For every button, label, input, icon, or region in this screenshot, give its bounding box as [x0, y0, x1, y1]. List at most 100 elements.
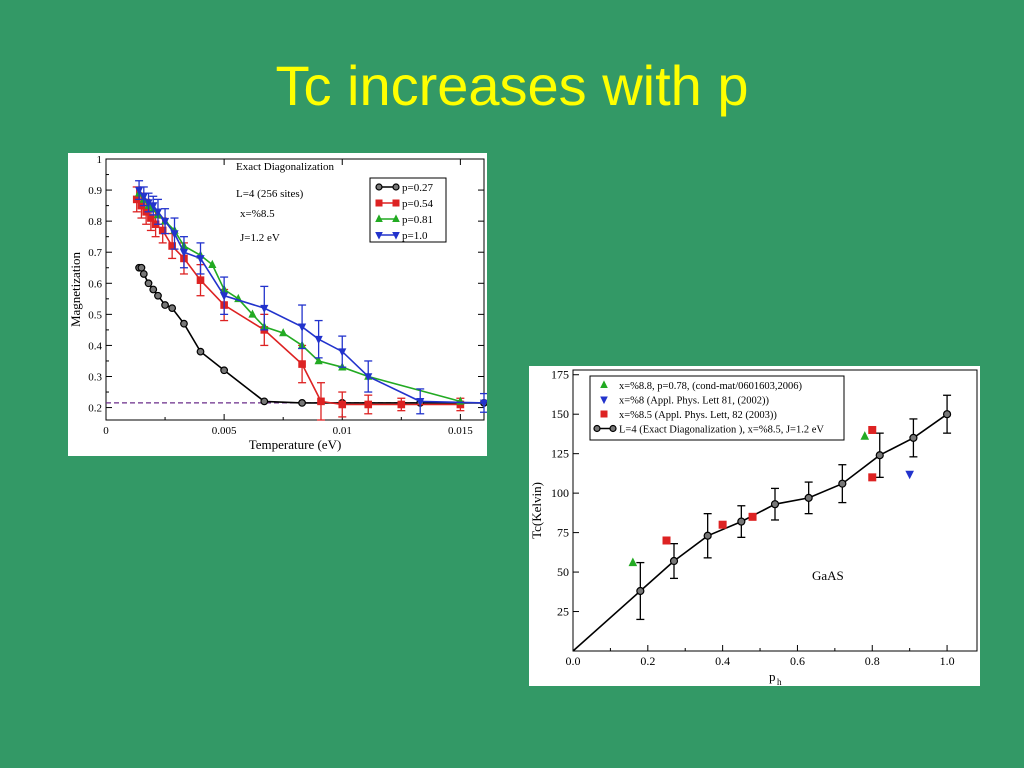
y-tick-label: 0.6: [88, 278, 102, 290]
data-point: [942, 410, 952, 419]
data-point: [279, 328, 288, 337]
y-tick-label: 0.9: [88, 185, 102, 197]
legend-marker: [600, 380, 608, 388]
data-point: [397, 400, 406, 409]
y-tick-label: 0.4: [88, 340, 102, 352]
data-point: [260, 397, 269, 406]
y-tick-label: 100: [551, 486, 569, 500]
x-tick-label: 0.2: [640, 654, 655, 668]
x-tick-label: 1.0: [940, 654, 955, 668]
data-point: [196, 276, 205, 284]
data-point: [170, 230, 179, 239]
x-axis-label: Temperature (eV): [249, 437, 342, 452]
x-tick-label: 0.0: [566, 654, 581, 668]
legend-label: x=%8 (Appl. Phys. Lett 81, (2002)): [619, 396, 769, 407]
data-point: [905, 470, 914, 480]
y-tick-label: 125: [551, 447, 569, 461]
chart-title: Exact Diagonalization: [236, 161, 335, 173]
magnetization-chart-panel: 0 0.005 0.01 0.015 0.2 0.3 0.4 0.5 0.6 0.7 0.8 0.9 1…: [68, 153, 489, 456]
legend-marker: [375, 214, 383, 222]
legend-marker: [392, 214, 400, 222]
slide-title: Tc increases with p: [275, 54, 749, 117]
y-axis-label: Magnetization: [68, 251, 83, 327]
data-point: [737, 517, 746, 526]
data-point: [298, 399, 306, 407]
data-point: [875, 451, 884, 460]
y-tick-label: 0.7: [88, 247, 102, 259]
legend-marker: [600, 396, 608, 405]
data-point: [868, 425, 877, 434]
legend-label: p=1.0: [402, 230, 428, 242]
legend-box: [589, 375, 845, 441]
data-point: [153, 208, 163, 217]
y-tick-label: 25: [557, 605, 569, 619]
data-point: [248, 309, 257, 318]
legend-label: x=%8.8, p=0.78, (cond-mat/0601603,2006): [619, 381, 803, 392]
data-point: [161, 301, 169, 309]
data-point: [703, 531, 712, 540]
y-tick-label: 1: [97, 154, 103, 166]
legend-marker: [392, 183, 400, 191]
data-point: [338, 348, 347, 357]
y-tick-label: 175: [551, 368, 569, 382]
legend-marker: [375, 232, 383, 240]
x-axis-label: p: [769, 669, 776, 684]
chart-legend: x=%8.8, p=0.78, (cond-mat/0601603,2006) x…: [589, 375, 845, 441]
data-point: [149, 285, 158, 294]
data-point: [718, 520, 727, 529]
plot-frame: [105, 158, 485, 421]
plot-frame: [572, 369, 978, 652]
data-point: [144, 279, 153, 288]
data-point: [770, 500, 780, 509]
chart-annotation: L=4 (256 sites): [236, 188, 304, 200]
chart-legend: p=0.27 p=0.54 p=0.81 p=1.0: [369, 177, 447, 243]
chart-annotation: x=%8.5: [240, 208, 275, 220]
y-tick-label: 0.5: [88, 309, 102, 321]
data-point: [416, 398, 425, 407]
magnetization-chart: 0 0.005 0.01 0.015 0.2 0.3 0.4 0.5 0.6 0.7 0.8 0.9 1…: [68, 154, 489, 452]
legend-label: p=0.27: [402, 182, 433, 194]
data-point: [139, 270, 148, 278]
y-axis-label: Tc(Kelvin): [529, 482, 544, 539]
data-point: [838, 479, 847, 488]
data-point: [260, 304, 269, 314]
data-point: [314, 356, 323, 365]
y-tick-label: 75: [557, 526, 569, 540]
y-tick-label: 0.8: [88, 216, 102, 228]
x-tick-label: 0.01: [333, 425, 352, 437]
data-point: [137, 263, 146, 272]
data-point: [220, 366, 229, 375]
legend-marker: [375, 199, 383, 207]
data-point: [149, 202, 158, 211]
x-tick-label: 0.6: [790, 654, 805, 668]
data-point: [168, 304, 177, 313]
legend-box: [369, 177, 447, 243]
data-point: [139, 192, 148, 202]
data-point: [134, 186, 144, 195]
x-tick-label: 0.8: [865, 654, 880, 668]
legend-marker: [600, 410, 608, 418]
legend-label: L=4 (Exact Diagonalization ), x=%8.5, J=…: [619, 425, 824, 436]
data-point: [628, 557, 638, 567]
data-point: [662, 536, 671, 545]
x-tick-label: 0: [103, 425, 109, 437]
data-point: [868, 473, 877, 482]
data-point: [804, 493, 813, 502]
data-point: [154, 291, 162, 300]
data-point: [180, 319, 188, 328]
data-point: [860, 431, 870, 440]
data-point: [636, 586, 645, 596]
chart-annotation: GaAS: [812, 568, 844, 583]
data-point: [196, 347, 205, 356]
data-point: [338, 400, 347, 409]
data-point: [748, 512, 757, 521]
x-axis-label-subscript: h: [777, 677, 782, 686]
data-point: [208, 259, 217, 268]
legend-label: p=0.81: [402, 214, 433, 226]
x-tick-label: 0.015: [448, 425, 473, 437]
data-point: [220, 292, 229, 301]
data-point: [160, 217, 170, 227]
legend-marker: [609, 424, 617, 433]
data-point: [669, 556, 679, 566]
data-point: [298, 360, 306, 368]
